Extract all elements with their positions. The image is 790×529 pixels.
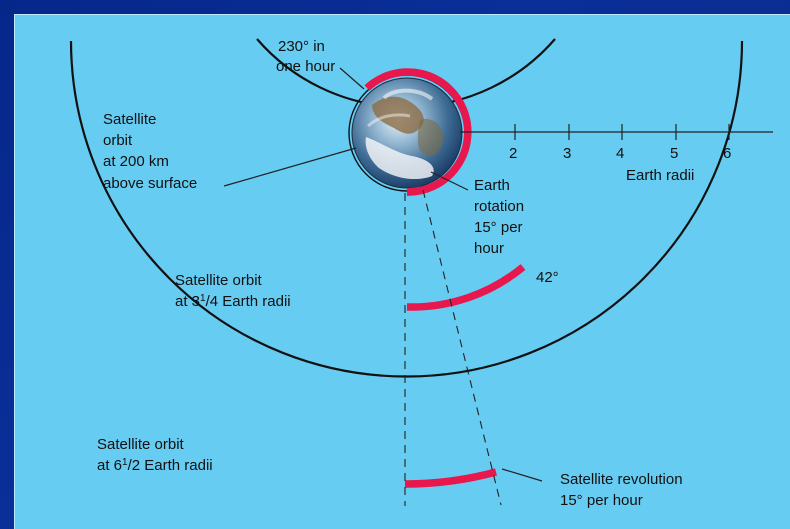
mid-orbit-label-line-1: Satellite orbit — [175, 272, 263, 289]
mid-orbit-label-line-2: at 31/4 Earth radii — [175, 293, 291, 310]
earth-radii-axis: 2 3 4 5 6 Earth radii — [460, 124, 773, 184]
earth-rotation-label-line-1: Earth — [474, 177, 510, 194]
outer-orbit — [69, 40, 744, 378]
low-orbit-label-line-4: above surface — [103, 175, 197, 192]
earth-rotation-label-line-3: 15° per — [474, 219, 523, 236]
revolution-label-leader — [501, 468, 543, 482]
earth-icon — [351, 77, 463, 189]
earth-rotation-leader — [430, 171, 469, 191]
axis-tick-6: 6 — [723, 145, 731, 162]
axis-tick-2: 2 — [509, 145, 517, 162]
axis-tick-4: 4 — [616, 145, 624, 162]
earth-rotation-label-line-4: hour — [474, 240, 504, 257]
outer-orbit-label-line-1: Satellite orbit — [97, 436, 185, 453]
middle-orbit-42-degree-arc — [406, 264, 526, 311]
outer-orbit-15-degree-arc — [404, 468, 497, 488]
axis-tick-5: 5 — [670, 145, 678, 162]
top-rotation-label-line-2: one hour — [276, 58, 335, 75]
low-orbit-label-leader — [223, 147, 357, 187]
low-orbit-230-degree-arc — [364, 68, 472, 196]
low-orbit-label-line-1: Satellite — [103, 111, 156, 128]
top-label-leader — [339, 67, 365, 90]
revolution-label-line-2: 15° per hour — [560, 492, 643, 509]
low-orbit-label-line-2: orbit — [103, 132, 133, 149]
low-orbit-label-line-3: at 200 km — [103, 153, 169, 170]
outer-orbit-label-line-2: at 61/2 Earth radii — [97, 457, 213, 474]
earth-rotation-15-degree-arc — [406, 186, 422, 196]
top-rotation-label-line-1: 230° in — [278, 38, 325, 55]
axis-label: Earth radii — [626, 167, 694, 184]
earth-rotation-label-line-2: rotation — [474, 198, 524, 215]
angled-dashed-reference — [422, 189, 502, 506]
axis-tick-3: 3 — [563, 145, 571, 162]
revolution-label-line-1: Satellite revolution — [560, 471, 683, 488]
mid-orbit-angle-label: 42° — [536, 269, 559, 286]
